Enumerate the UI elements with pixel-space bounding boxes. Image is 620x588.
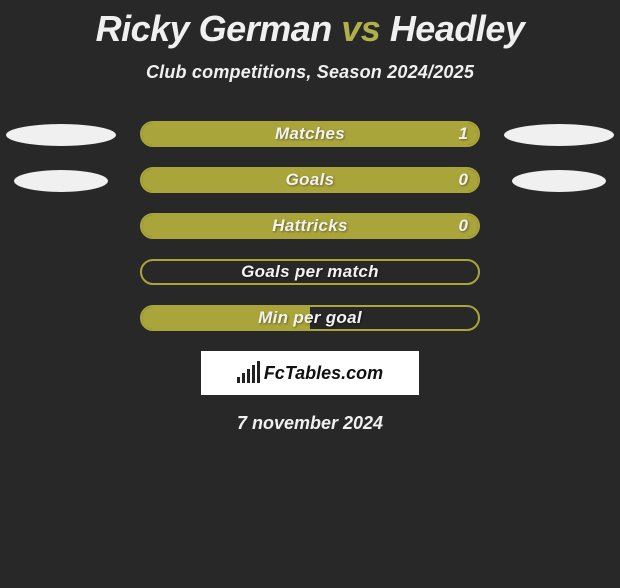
stat-row: Goals0 — [0, 167, 620, 193]
logo-bar-segment — [257, 361, 260, 383]
title-player2: Headley — [390, 8, 525, 49]
stat-value-right: 1 — [459, 123, 468, 145]
stat-row: Hattricks0 — [0, 213, 620, 239]
stat-label: Min per goal — [142, 307, 478, 329]
stat-oval-right — [504, 124, 614, 146]
stat-oval-right — [512, 170, 606, 192]
logo-bar-segment — [252, 365, 255, 383]
date-text: 7 november 2024 — [0, 413, 620, 434]
stat-label: Matches — [142, 123, 478, 145]
stat-row: Min per goal — [0, 305, 620, 331]
page-title: Ricky German vs Headley — [0, 8, 620, 50]
stat-bar: Matches1 — [140, 121, 480, 147]
subtitle: Club competitions, Season 2024/2025 — [0, 62, 620, 83]
stat-label: Goals — [142, 169, 478, 191]
stat-bar: Goals per match — [140, 259, 480, 285]
stat-value-right: 0 — [459, 215, 468, 237]
stats-container: Matches1Goals0Hattricks0Goals per matchM… — [0, 121, 620, 331]
stat-oval-left — [14, 170, 108, 192]
logo-inner: FcTables.com — [237, 363, 383, 384]
logo-box: FcTables.com — [201, 351, 419, 395]
logo-bars-icon — [237, 363, 260, 383]
title-player1: Ricky German — [96, 8, 332, 49]
logo-text: FcTables.com — [264, 363, 383, 384]
stat-label: Hattricks — [142, 215, 478, 237]
stat-row: Goals per match — [0, 259, 620, 285]
stat-bar: Min per goal — [140, 305, 480, 331]
stat-row: Matches1 — [0, 121, 620, 147]
logo-bar-segment — [237, 377, 240, 383]
title-vs: vs — [341, 8, 380, 49]
stat-bar: Goals0 — [140, 167, 480, 193]
logo-bar-segment — [247, 369, 250, 383]
stat-value-right: 0 — [459, 169, 468, 191]
logo-bar-segment — [242, 373, 245, 383]
stat-oval-left — [6, 124, 116, 146]
stat-label: Goals per match — [142, 261, 478, 283]
stat-bar: Hattricks0 — [140, 213, 480, 239]
